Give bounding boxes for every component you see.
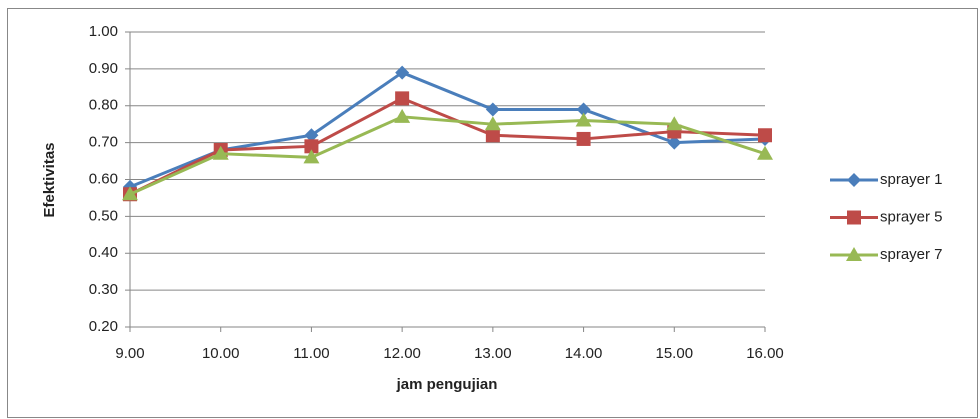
marker xyxy=(757,145,773,160)
y-axis-title: Efektivitas xyxy=(41,142,58,217)
marker xyxy=(394,108,411,123)
x-tick-label: 16.00 xyxy=(746,345,784,362)
y-tick-label: 0.50 xyxy=(89,207,118,224)
marker xyxy=(485,102,500,117)
marker xyxy=(304,128,319,143)
marker xyxy=(575,112,592,127)
y-tick-label: 0.20 xyxy=(89,318,118,335)
marker xyxy=(485,128,500,143)
y-tick-label: 0.30 xyxy=(89,281,118,298)
marker xyxy=(395,65,410,80)
x-tick-label: 12.00 xyxy=(383,345,421,362)
marker xyxy=(303,149,320,164)
legend-marker xyxy=(847,173,861,187)
x-tick-label: 14.00 xyxy=(565,345,603,362)
y-tick-label: 0.70 xyxy=(89,134,118,151)
series-line xyxy=(129,115,766,196)
marker xyxy=(484,116,501,131)
x-axis-title: jam pengujian xyxy=(396,376,498,393)
chart-border xyxy=(7,8,978,418)
x-tick-label: 15.00 xyxy=(656,345,694,362)
y-tick-label: 0.80 xyxy=(89,97,118,114)
x-tick-label: 13.00 xyxy=(474,345,512,362)
legend-label: sprayer 5 xyxy=(880,208,943,225)
x-tick-label: 11.00 xyxy=(293,345,329,362)
x-tick-label: 10.00 xyxy=(202,345,240,362)
y-tick-label: 0.90 xyxy=(89,60,118,77)
legend-marker xyxy=(847,210,861,225)
y-tick-label: 0.60 xyxy=(89,170,118,187)
marker xyxy=(758,128,772,143)
marker xyxy=(395,91,410,106)
marker xyxy=(304,139,319,154)
x-tick-label: 9.00 xyxy=(115,345,144,362)
legend-label: sprayer 7 xyxy=(880,246,943,263)
marker xyxy=(576,131,591,146)
marker xyxy=(212,145,229,160)
marker xyxy=(122,186,138,201)
marker xyxy=(576,102,591,117)
series-line xyxy=(129,71,766,189)
marker xyxy=(666,116,683,131)
marker xyxy=(667,135,682,150)
legend-marker xyxy=(846,247,862,261)
y-tick-label: 1.00 xyxy=(89,23,118,40)
legend-label: sprayer 1 xyxy=(880,171,943,188)
series-line xyxy=(129,96,766,196)
y-tick-label: 0.40 xyxy=(89,244,118,261)
